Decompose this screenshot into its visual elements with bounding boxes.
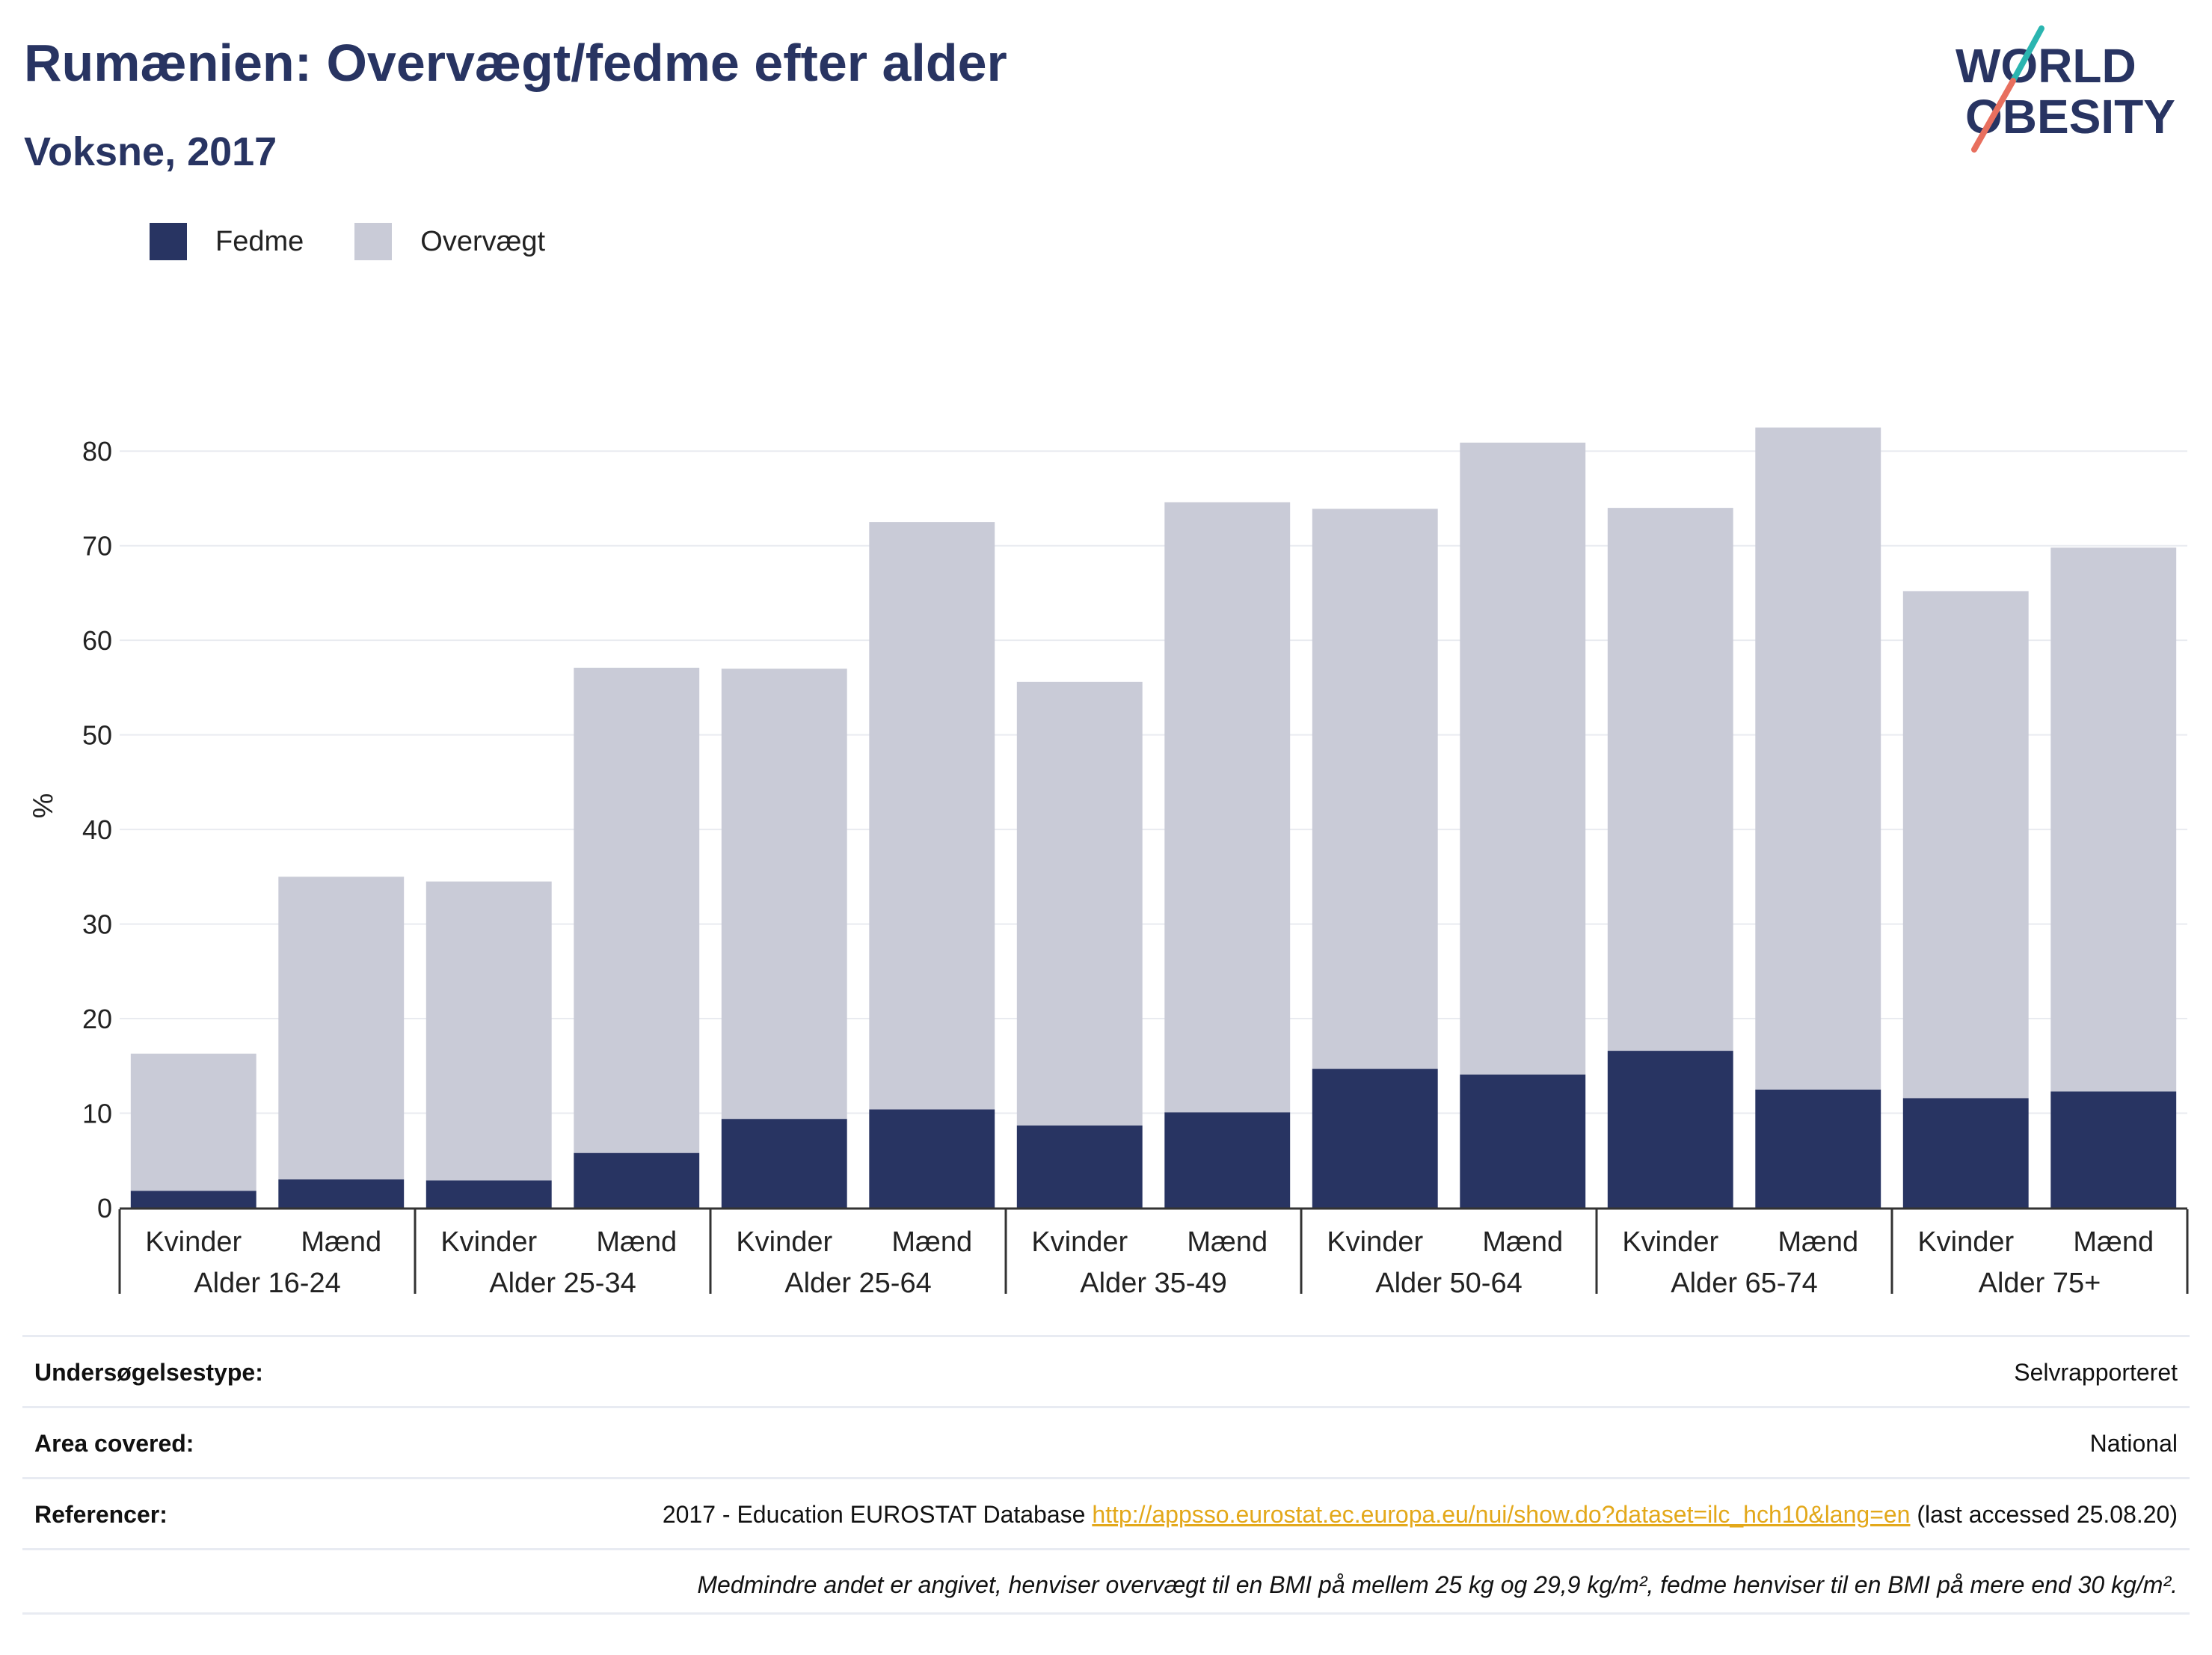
bar-fedme-7 bbox=[1164, 1112, 1291, 1208]
bar-overvaegt-9 bbox=[1460, 442, 1586, 1075]
bar-overvaegt-6 bbox=[1016, 681, 1143, 1126]
bar-fedme-4 bbox=[721, 1119, 847, 1208]
x-tick-label-3: Mænd bbox=[596, 1226, 677, 1258]
x-tick-label-5: Mænd bbox=[891, 1226, 972, 1258]
bar-fedme-8 bbox=[1312, 1069, 1438, 1208]
stacked-bar-chart: 0 10 20 30 40 50 60 70 80% Kvinder Mænd Kvinder Mænd… bbox=[28, 427, 2189, 1299]
x-tick-label-9: Mænd bbox=[1482, 1226, 1563, 1258]
meta-row-survey-type: Undersøgelsestype: Selvrapporteret bbox=[22, 1337, 2190, 1408]
legend-label-fedme: Fedme bbox=[215, 225, 304, 257]
group-label-0: Alder 16-24 bbox=[194, 1268, 340, 1299]
x-tick-label-0: Kvinder bbox=[145, 1226, 242, 1258]
bar-fedme-9 bbox=[1460, 1074, 1586, 1208]
reference-suffix: (last accessed 25.08.20) bbox=[1910, 1501, 2178, 1528]
x-tick-label-10: Kvinder bbox=[1622, 1226, 1718, 1258]
y-tick-label-0: 0 bbox=[97, 1193, 112, 1223]
bar-overvaegt-4 bbox=[721, 669, 847, 1120]
x-tick-label-1: Mænd bbox=[301, 1226, 381, 1258]
group-label-4: Alder 50-64 bbox=[1375, 1268, 1522, 1299]
chart-title: Rumænien: Overvægt/fedme efter alder bbox=[24, 34, 1007, 92]
meta-value-area: National bbox=[2089, 1430, 2178, 1457]
world-obesity-logo: WORLD OBESITY bbox=[1956, 25, 2175, 153]
bar-overvaegt-10 bbox=[1607, 508, 1733, 1051]
metadata-table: Undersøgelsestype: Selvrapporteret Area … bbox=[22, 1335, 2190, 1615]
x-tick-label-11: Mænd bbox=[1778, 1226, 1858, 1258]
group-label-1: Alder 25-34 bbox=[489, 1268, 636, 1299]
y-tick-label-70: 70 bbox=[82, 531, 112, 562]
y-tick-label-80: 80 bbox=[82, 436, 112, 467]
reference-link[interactable]: http://appsso.eurostat.ec.europa.eu/nui/… bbox=[1092, 1501, 1911, 1528]
reference-text: 2017 - Education EUROSTAT Database bbox=[662, 1501, 1093, 1528]
bar-overvaegt-12 bbox=[1902, 591, 2029, 1099]
bar-fedme-12 bbox=[1902, 1098, 2029, 1208]
bar-fedme-6 bbox=[1016, 1125, 1143, 1208]
bar-overvaegt-11 bbox=[1755, 427, 1881, 1090]
bar-fedme-13 bbox=[2050, 1091, 2177, 1208]
x-tick-label-12: Kvinder bbox=[1917, 1226, 2014, 1258]
legend-item-overvaegt[interactable]: Overvægt bbox=[354, 223, 545, 260]
bar-fedme-10 bbox=[1607, 1051, 1733, 1208]
legend-swatch-overvaegt bbox=[354, 223, 393, 260]
bar-fedme-2 bbox=[425, 1180, 552, 1208]
logo-slash-coral bbox=[1971, 78, 2016, 153]
y-axis-label: % bbox=[28, 793, 59, 819]
logo-line-1: WORLD bbox=[1956, 39, 2136, 93]
meta-label-area: Area covered: bbox=[34, 1430, 194, 1457]
x-tick-label-13: Mænd bbox=[2073, 1226, 2154, 1258]
bar-fedme-11 bbox=[1755, 1089, 1881, 1208]
bar-fedme-1 bbox=[278, 1179, 405, 1208]
y-tick-label-10: 10 bbox=[82, 1099, 112, 1129]
meta-label-references: Referencer: bbox=[34, 1501, 168, 1528]
logo-slash-teal bbox=[2010, 25, 2044, 84]
legend-item-fedme[interactable]: Fedme bbox=[150, 223, 304, 260]
chart-subtitle: Voksne, 2017 bbox=[24, 129, 277, 174]
meta-label-survey-type: Undersøgelsestype: bbox=[34, 1359, 263, 1386]
x-tick-label-8: Kvinder bbox=[1327, 1226, 1423, 1258]
group-label-5: Alder 65-74 bbox=[1671, 1268, 1817, 1299]
x-tick-label-4: Kvinder bbox=[736, 1226, 832, 1258]
group-label-6: Alder 75+ bbox=[1979, 1268, 2101, 1299]
bar-overvaegt-13 bbox=[2050, 547, 2177, 1092]
chart-legend: Fedme Overvægt bbox=[150, 223, 596, 260]
bar-fedme-3 bbox=[574, 1152, 700, 1208]
x-tick-label-7: Mænd bbox=[1187, 1226, 1268, 1258]
bar-overvaegt-2 bbox=[425, 881, 552, 1181]
meta-row-references: Referencer: 2017 - Education EUROSTAT Da… bbox=[22, 1479, 2190, 1550]
y-tick-label-20: 20 bbox=[82, 1004, 112, 1034]
y-tick-label-40: 40 bbox=[82, 814, 112, 845]
bar-overvaegt-3 bbox=[574, 667, 700, 1153]
bar-overvaegt-5 bbox=[869, 522, 995, 1110]
bar-overvaegt-7 bbox=[1164, 502, 1291, 1113]
y-tick-label-60: 60 bbox=[82, 625, 112, 656]
bar-overvaegt-1 bbox=[278, 876, 405, 1180]
x-tick-label-2: Kvinder bbox=[440, 1226, 537, 1258]
group-label-3: Alder 35-49 bbox=[1080, 1268, 1226, 1299]
bar-fedme-5 bbox=[869, 1109, 995, 1208]
meta-row-area: Area covered: National bbox=[22, 1408, 2190, 1479]
bar-overvaegt-8 bbox=[1312, 509, 1438, 1069]
legend-swatch-fedme bbox=[150, 223, 187, 260]
bar-overvaegt-0 bbox=[130, 1053, 256, 1191]
y-tick-label-30: 30 bbox=[82, 909, 112, 940]
bar-fedme-0 bbox=[130, 1191, 256, 1208]
group-label-2: Alder 25-64 bbox=[784, 1268, 931, 1299]
meta-value-references: 2017 - Education EUROSTAT Database http:… bbox=[663, 1499, 2178, 1530]
meta-value-survey-type: Selvrapporteret bbox=[2014, 1359, 2178, 1386]
logo-line-2: OBESITY bbox=[1965, 90, 2175, 144]
legend-label-overvaegt: Overvægt bbox=[420, 225, 546, 257]
y-tick-label-50: 50 bbox=[82, 720, 112, 751]
x-tick-label-6: Kvinder bbox=[1031, 1226, 1128, 1258]
footnote: Medmindre andet er angivet, henviser ove… bbox=[22, 1550, 2190, 1615]
